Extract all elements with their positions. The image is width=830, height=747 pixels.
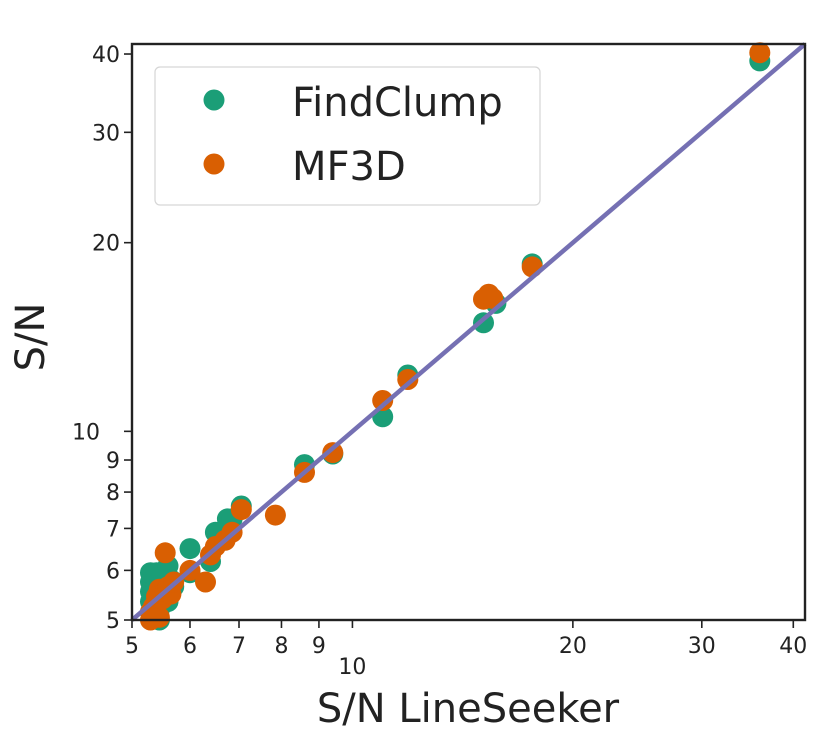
data-point-mf3d	[195, 571, 216, 593]
y-tick-label: 6	[106, 559, 120, 584]
y-tick-label: 10	[72, 420, 100, 445]
y-tick-label: 9	[106, 449, 120, 474]
y-tick-label: 30	[92, 121, 120, 146]
data-point-mf3d	[154, 542, 176, 564]
data-point-mf3d	[372, 390, 394, 411]
x-tick-label: 9	[312, 634, 326, 659]
x-tick-label: 20	[559, 634, 587, 659]
legend-box	[154, 66, 541, 206]
y-tick-label: 8	[106, 481, 120, 506]
x-tick-label: 7	[232, 634, 246, 659]
x-tick-label: 8	[274, 634, 288, 659]
legend-label-mf3d: MF3D	[292, 144, 406, 190]
x-tick-label: 5	[125, 634, 139, 659]
x-tick-label: 40	[779, 634, 807, 659]
x-tick-label: 6	[183, 634, 197, 659]
data-point-mf3d	[148, 606, 170, 628]
y-tick-label: 5	[106, 609, 120, 634]
x-tick-label: 30	[688, 634, 716, 659]
data-point-findclump	[179, 538, 201, 560]
x-axis-ticks: 5 6 7 8 9 10 20 30 40	[125, 620, 807, 680]
data-point-mf3d	[230, 499, 252, 521]
data-point-mf3d	[521, 256, 543, 278]
identity-line	[130, 42, 807, 622]
data-point-mf3d	[322, 442, 344, 464]
y-tick-label: 40	[92, 43, 120, 68]
y-tick-label: 20	[92, 232, 120, 257]
data-point-mf3d	[264, 504, 286, 526]
legend-marker-findclump	[203, 89, 225, 111]
legend-label-findclump: FindClump	[292, 80, 503, 126]
data-point-mf3d	[482, 287, 504, 309]
legend-marker-mf3d	[203, 153, 225, 175]
plot-frame	[130, 42, 807, 622]
y-tick-label: 7	[106, 517, 120, 542]
data-point-mf3d	[749, 42, 771, 64]
x-axis-title: S/N LineSeeker	[317, 686, 620, 732]
legend: FindClump MF3D	[154, 66, 541, 206]
y-axis-title: S/N	[8, 303, 54, 372]
y-axis-ticks: 5 6 7 8 910 20 30 40	[72, 43, 132, 634]
x-tick-label: 10	[338, 655, 366, 680]
data-point-mf3d	[397, 369, 419, 390]
